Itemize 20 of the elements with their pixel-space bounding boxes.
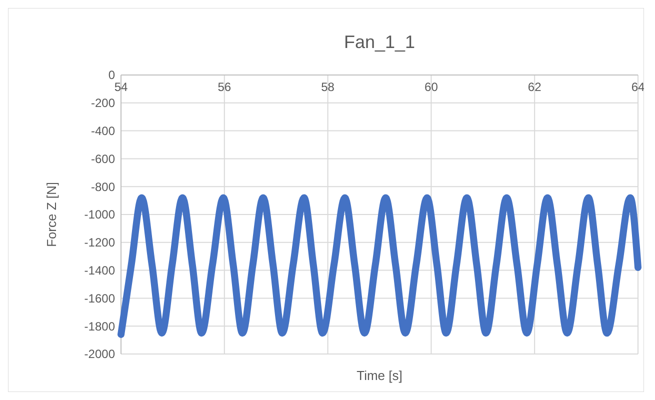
y-tick-label: -1400 xyxy=(84,264,116,278)
x-tick-label: 56 xyxy=(218,80,232,94)
x-axis-title: Time [s] xyxy=(356,368,402,383)
y-tick-label: -800 xyxy=(90,180,116,194)
y-axis-title: Force Z [N] xyxy=(44,182,59,248)
y-tick-label: -400 xyxy=(90,124,116,138)
x-tick-label: 54 xyxy=(114,80,128,94)
y-tick-label: -1600 xyxy=(84,291,116,306)
y-tick-label: -200 xyxy=(90,96,116,110)
y-tick-label: -600 xyxy=(90,152,116,166)
y-tick-label: -1200 xyxy=(84,236,116,250)
x-tick-label: 62 xyxy=(528,80,542,94)
y-tick-label: -2000 xyxy=(84,347,116,362)
y-tick-label: -1000 xyxy=(84,208,116,222)
y-tick-label: 0 xyxy=(108,68,116,82)
y-tick-label: -1800 xyxy=(84,319,116,334)
x-tick-label: 64 xyxy=(631,80,645,94)
x-tick-label: 58 xyxy=(321,80,335,94)
x-tick-label: 60 xyxy=(424,80,438,94)
chart-title: Fan_1_1 xyxy=(344,32,416,52)
